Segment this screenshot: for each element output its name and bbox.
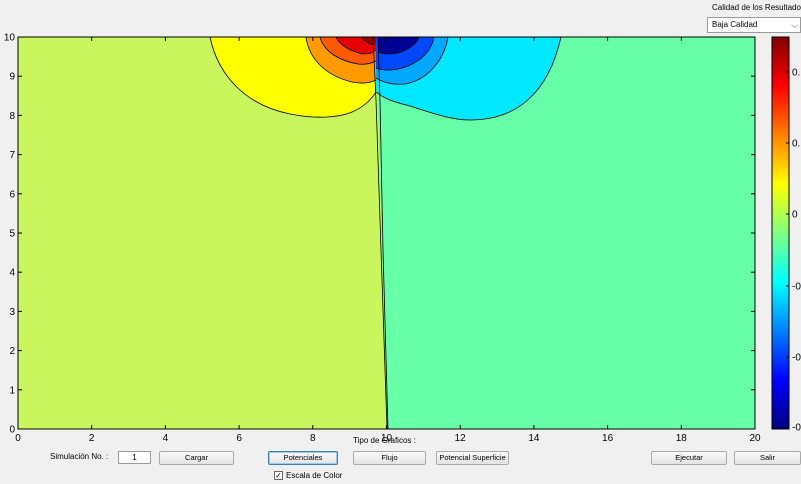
axis-ticks (17, 36, 756, 430)
colorbar-tick-label: 0. (792, 68, 800, 79)
y-tick-label: 9 (9, 72, 15, 83)
x-tick-label: 12 (455, 433, 467, 444)
x-tick-label: 0 (15, 433, 21, 444)
colorbar (771, 36, 790, 430)
x-tick-label: 18 (676, 433, 688, 444)
chevron-down-icon[interactable]: ⌵ (791, 20, 798, 30)
colorbar-tick-label: -0 (792, 353, 801, 364)
colorbar-ticks (786, 71, 789, 428)
y-tick-label: 1 (9, 385, 15, 396)
x-tick-label: 10 (381, 433, 393, 444)
contour-band-dark-red (362, 37, 376, 45)
chart-type-label: Tipo de Graficos : (353, 436, 416, 445)
contour-band-dark-blue (378, 37, 419, 54)
colorbar-tick-label: 0. (792, 139, 800, 150)
x-tick-label: 6 (236, 433, 242, 444)
x-tick-label: 20 (749, 433, 761, 444)
x-tick-label: 4 (163, 433, 169, 444)
y-tick-label: 5 (9, 229, 15, 240)
y-tick-label: 2 (9, 346, 15, 357)
simulation-label: Simulación No. : (50, 452, 109, 461)
y-tick-label: 6 (9, 189, 15, 200)
plot-area (18, 37, 755, 429)
colorbar-tick-label: 0 (792, 210, 798, 221)
colorbar-tick-labels: 0. 0. 0 -0 -0 -0 (792, 68, 801, 434)
contour-lines (209, 37, 562, 429)
y-tick-label: 10 (4, 33, 16, 44)
x-tick-label: 2 (89, 433, 95, 444)
right-region (376, 37, 755, 429)
y-tick-label: 3 (9, 307, 15, 318)
y-tick-label: 4 (9, 268, 15, 279)
simulation-number-input[interactable]: 1 (118, 451, 151, 464)
potencial-superficie-button[interactable]: Potencial Superficie (436, 451, 509, 465)
salir-button[interactable]: Salir (734, 451, 801, 465)
quality-label: Calidad de los Resultados (712, 3, 801, 12)
potenciales-button[interactable]: Potenciales (268, 451, 338, 465)
flujo-button[interactable]: Flujo (353, 451, 426, 465)
x-tick-label: 14 (528, 433, 540, 444)
y-tick-label: 0 (9, 425, 15, 436)
colorbar-tick-label: -0 (792, 423, 801, 434)
color-scale-checkbox[interactable]: ✓ (274, 471, 283, 480)
x-tick-label: 8 (310, 433, 316, 444)
quality-selected-value: Baja Calidad (712, 20, 758, 29)
x-tick-label: 16 (602, 433, 614, 444)
colorbar-tick-label: -0 (792, 282, 801, 293)
y-tick-label: 7 (9, 150, 15, 161)
y-tick-labels: 0 1 2 3 4 5 6 7 8 9 10 (4, 33, 16, 436)
x-tick-labels: 0 2 4 6 8 10 12 14 16 18 20 (15, 433, 761, 444)
cargar-button[interactable]: Cargar (159, 451, 234, 465)
quality-select[interactable]: Baja Calidad ⌵ (707, 17, 801, 33)
color-scale-label: Escala de Color (286, 471, 343, 480)
y-tick-label: 8 (9, 111, 15, 122)
ejecutar-button[interactable]: Ejecutar (651, 451, 727, 465)
